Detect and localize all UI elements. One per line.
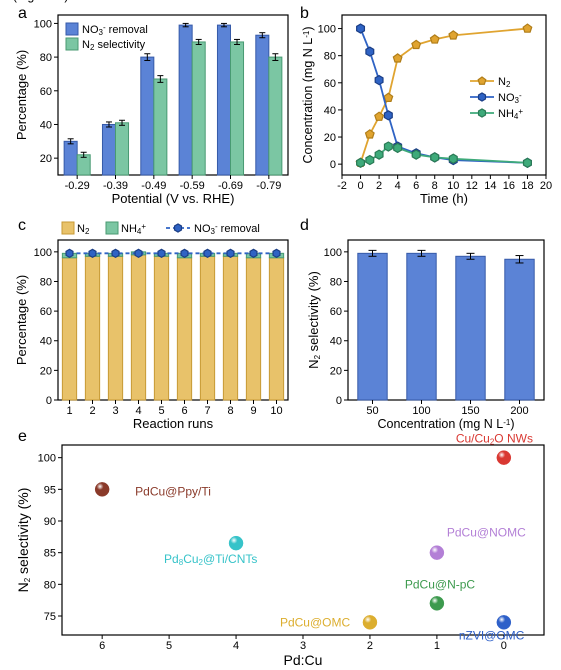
svg-text:Pd8Cu2@Ti/CNTs: Pd8Cu2@Ti/CNTs [164,552,257,567]
svg-text:4: 4 [233,640,239,652]
svg-text:20: 20 [330,365,342,377]
svg-text:80: 80 [324,51,336,63]
svg-text:NO3- removal: NO3- removal [82,23,148,37]
svg-text:2: 2 [89,405,95,417]
svg-text:100: 100 [318,24,336,36]
svg-text:4: 4 [135,405,141,417]
svg-text:Concentration (mg N L-1): Concentration (mg N L-1) [301,26,315,163]
svg-text:10: 10 [270,405,282,417]
svg-text:Concentration (mg N L-1): Concentration (mg N L-1) [377,417,514,431]
svg-text:PdCu@OMC: PdCu@OMC [280,615,351,629]
svg-text:Time (h): Time (h) [420,191,468,206]
svg-text:60: 60 [324,78,336,90]
svg-text:3: 3 [300,640,306,652]
svg-text:1: 1 [434,640,440,652]
svg-text:N2 selectivity (%): N2 selectivity (%) [15,488,32,593]
svg-text:6: 6 [413,180,419,192]
svg-text:40: 40 [330,336,342,348]
svg-text:4: 4 [395,180,401,192]
svg-text:0: 0 [330,159,336,171]
svg-text:60: 60 [40,86,52,98]
svg-text:16: 16 [503,180,515,192]
svg-text:N2 selectivity (%): N2 selectivity (%) [306,271,322,369]
figure-canvas: 20406080100Percentage (%)-0.29-0.39-0.49… [0,0,561,670]
svg-text:N2: N2 [77,223,90,236]
svg-text:N2 selectivity: N2 selectivity [82,39,146,52]
svg-text:6: 6 [99,640,105,652]
svg-text:100: 100 [412,405,430,417]
svg-text:20: 20 [540,180,552,192]
svg-text:Reaction runs: Reaction runs [133,416,214,431]
svg-text:100: 100 [38,453,56,465]
svg-text:80: 80 [330,276,342,288]
svg-text:40: 40 [324,105,336,117]
svg-text:100: 100 [34,18,52,30]
svg-text:Pd:Cu: Pd:Cu [284,652,323,668]
svg-text:0: 0 [357,180,363,192]
svg-text:60: 60 [330,306,342,318]
svg-text:0: 0 [336,395,342,407]
svg-text:100: 100 [34,247,52,259]
svg-text:Potential (V vs. RHE): Potential (V vs. RHE) [112,191,235,206]
svg-text:nZVI@OMC: nZVI@OMC [459,628,525,642]
svg-text:150: 150 [461,405,479,417]
svg-text:Percentage (%): Percentage (%) [14,275,29,365]
svg-text:-0.79: -0.79 [256,180,281,192]
svg-text:NO3-: NO3- [498,91,522,105]
svg-text:-2: -2 [337,180,347,192]
svg-text:2: 2 [367,640,373,652]
svg-text:200: 200 [510,405,528,417]
svg-text:PdCu@Ppy/Ti: PdCu@Ppy/Ti [135,484,211,498]
svg-text:7: 7 [204,405,210,417]
svg-text:2: 2 [376,180,382,192]
svg-text:50: 50 [366,405,378,417]
svg-text:20: 20 [324,132,336,144]
svg-text:100: 100 [324,247,342,259]
svg-text:85: 85 [44,548,56,560]
svg-text:0: 0 [46,395,52,407]
svg-text:40: 40 [40,119,52,131]
svg-text:8: 8 [227,405,233,417]
svg-text:20: 20 [40,153,52,165]
svg-text:60: 60 [40,306,52,318]
svg-text:18: 18 [521,180,533,192]
svg-text:Percentage (%): Percentage (%) [14,50,29,140]
svg-text:Cu/Cu2O NWs: Cu/Cu2O NWs [456,432,533,447]
svg-text:75: 75 [44,611,56,623]
svg-text:14: 14 [484,180,496,192]
svg-text:80: 80 [40,52,52,64]
svg-text:1: 1 [66,405,72,417]
svg-text:20: 20 [40,365,52,377]
svg-text:40: 40 [40,336,52,348]
svg-text:NH4+: NH4+ [498,107,523,121]
svg-text:9: 9 [250,405,256,417]
svg-text:5: 5 [166,640,172,652]
svg-text:90: 90 [44,516,56,528]
svg-text:80: 80 [40,276,52,288]
svg-text:NO3- removal: NO3- removal [194,222,260,236]
svg-text:Concentration (mg N L-1): Concentration (mg N L-1) [0,0,69,3]
svg-text:3: 3 [112,405,118,417]
svg-text:NH4+: NH4+ [121,222,146,236]
svg-text:95: 95 [44,484,56,496]
svg-text:PdCu@NOMC: PdCu@NOMC [447,526,526,540]
svg-text:PdCu@N-pC: PdCu@N-pC [405,577,476,591]
svg-text:6: 6 [181,405,187,417]
svg-text:N2: N2 [498,76,511,89]
svg-text:5: 5 [158,405,164,417]
svg-text:-0.29: -0.29 [65,180,90,192]
svg-text:80: 80 [44,579,56,591]
